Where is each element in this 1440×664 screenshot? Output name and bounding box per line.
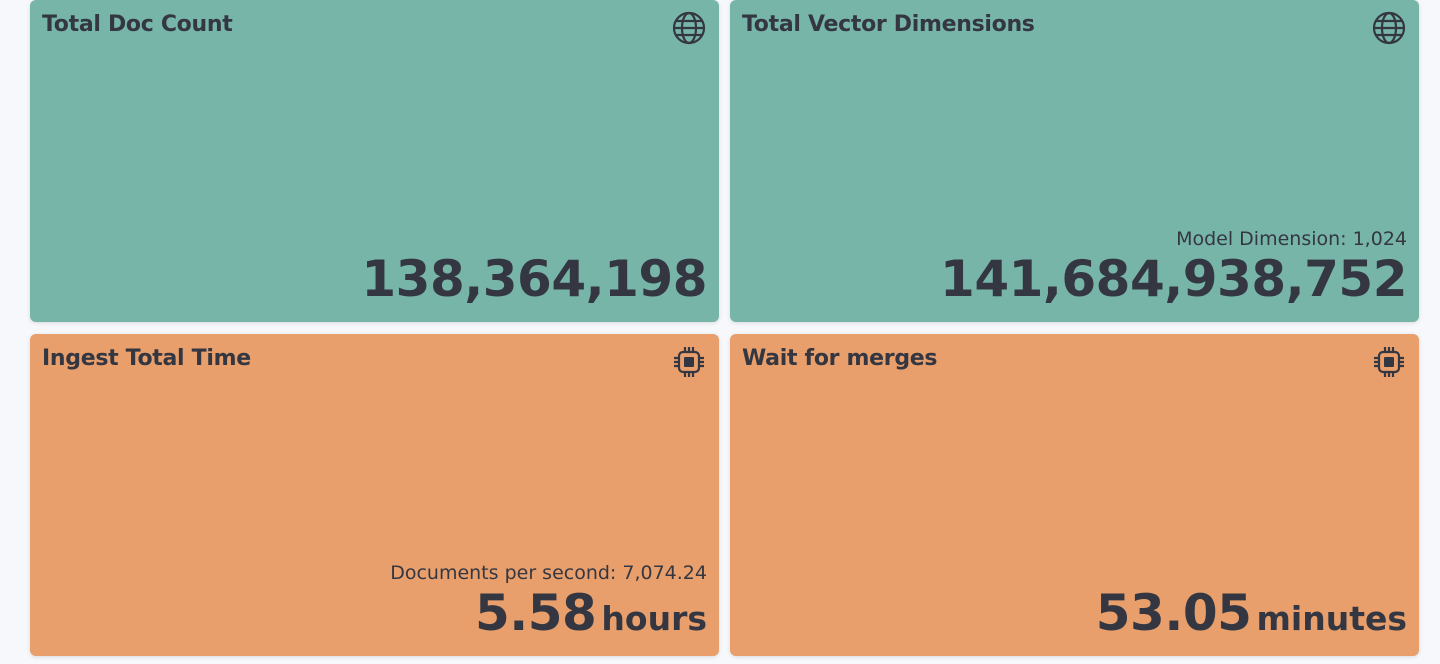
metric-subtitle: Model Dimension: 1,024 xyxy=(1176,228,1407,250)
metric-card-ingest-total-time: Ingest Total Time Documents per second: … xyxy=(30,334,719,656)
metric-value: 138,364,198 xyxy=(361,250,707,308)
metric-value: 53.05 xyxy=(1095,584,1252,642)
metric-subtitle: Documents per second: 7,074.24 xyxy=(390,562,707,584)
card-title: Ingest Total Time xyxy=(42,346,251,371)
metric-card-total-doc-count: Total Doc Count 138,364,198 xyxy=(30,0,719,322)
cpu-icon xyxy=(674,347,704,377)
metric-card-wait-for-merges: Wait for merges 53.05 minutes xyxy=(730,334,1419,656)
cpu-icon xyxy=(1374,347,1404,377)
card-title: Wait for merges xyxy=(742,346,938,371)
metric-unit: minutes xyxy=(1256,599,1407,638)
globe-icon xyxy=(1372,11,1406,45)
metric-value: 141,684,938,752 xyxy=(940,250,1407,308)
metric-card-total-vector-dimensions: Total Vector Dimensions Model Dimension:… xyxy=(730,0,1419,322)
globe-icon xyxy=(672,11,706,45)
metric-value: 5.58 xyxy=(474,584,597,642)
metric-unit: hours xyxy=(601,599,707,638)
card-title: Total Doc Count xyxy=(42,12,233,37)
card-title: Total Vector Dimensions xyxy=(742,12,1035,37)
